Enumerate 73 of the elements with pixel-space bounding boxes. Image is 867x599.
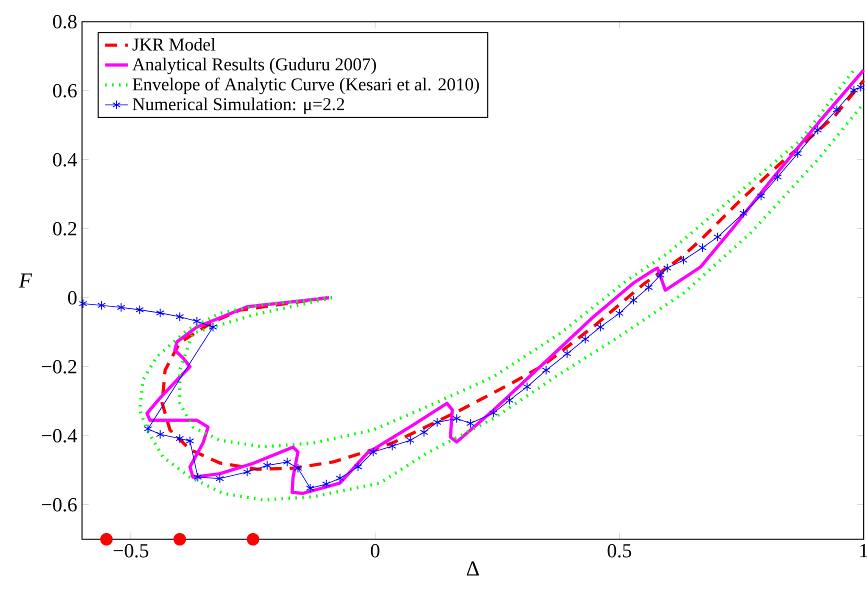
point xyxy=(489,408,498,418)
x-tick-label: 0 xyxy=(370,544,380,558)
point xyxy=(369,447,378,457)
point xyxy=(176,434,184,444)
point xyxy=(629,295,638,305)
point xyxy=(354,462,362,472)
point xyxy=(78,298,88,308)
x-tick-label: 1 xyxy=(860,544,867,558)
point xyxy=(100,533,113,546)
point xyxy=(216,474,224,484)
point xyxy=(306,484,314,493)
point xyxy=(814,125,822,135)
point xyxy=(698,243,707,253)
point xyxy=(116,302,126,312)
point xyxy=(388,441,396,451)
legend-label: Numerical Simulation: μ=2.2 xyxy=(132,98,344,114)
point xyxy=(774,172,782,182)
point xyxy=(336,474,344,483)
y-tick-label: −0.2 xyxy=(42,360,76,374)
point xyxy=(136,305,144,315)
point xyxy=(176,312,184,322)
point xyxy=(663,263,672,273)
y-tick-label: 0.2 xyxy=(53,222,76,236)
point xyxy=(452,414,461,424)
point xyxy=(156,308,164,318)
x-tick-label: −0.5 xyxy=(114,544,148,558)
legend-label: Envelope of Analytic Curve (Kesari et al. 2010) xyxy=(132,78,479,94)
point xyxy=(420,428,428,438)
point xyxy=(656,270,665,280)
point xyxy=(194,472,202,482)
point xyxy=(856,82,865,92)
point xyxy=(466,418,475,428)
point xyxy=(679,255,688,265)
point xyxy=(406,436,414,446)
point xyxy=(756,191,766,201)
point xyxy=(644,282,653,292)
point xyxy=(850,85,858,95)
point xyxy=(615,308,624,318)
point xyxy=(562,348,572,358)
point xyxy=(739,208,748,218)
point xyxy=(246,533,260,546)
point xyxy=(263,460,272,470)
point xyxy=(322,479,330,489)
point xyxy=(832,105,841,114)
legend-label: Analytical Results (Guduru 2007) xyxy=(132,58,376,74)
point xyxy=(522,382,532,392)
point xyxy=(713,232,722,242)
y-tick-label: 0.6 xyxy=(53,84,77,98)
point xyxy=(97,300,106,310)
point xyxy=(173,533,186,546)
point xyxy=(581,334,590,344)
point xyxy=(242,467,252,477)
y-tick-label: 0.4 xyxy=(53,152,78,167)
y-tick-label: −0.6 xyxy=(42,498,77,512)
point xyxy=(433,418,442,428)
point xyxy=(156,430,164,440)
y-axis-title: F xyxy=(18,274,32,288)
legend-label: JKR Model xyxy=(132,38,216,51)
point xyxy=(596,322,605,332)
point xyxy=(542,366,550,375)
point xyxy=(505,396,514,406)
point xyxy=(294,464,302,473)
point xyxy=(283,457,292,467)
y-tick-label: 0.8 xyxy=(53,14,77,29)
x-axis-title: Δ xyxy=(466,561,479,576)
y-tick-label: 0 xyxy=(68,291,77,305)
point xyxy=(208,322,218,332)
x-tick-label: 0.5 xyxy=(608,544,632,558)
point xyxy=(186,436,194,446)
point xyxy=(144,424,152,434)
point xyxy=(192,316,201,326)
y-tick-label: −0.4 xyxy=(42,429,78,443)
point xyxy=(794,148,802,158)
